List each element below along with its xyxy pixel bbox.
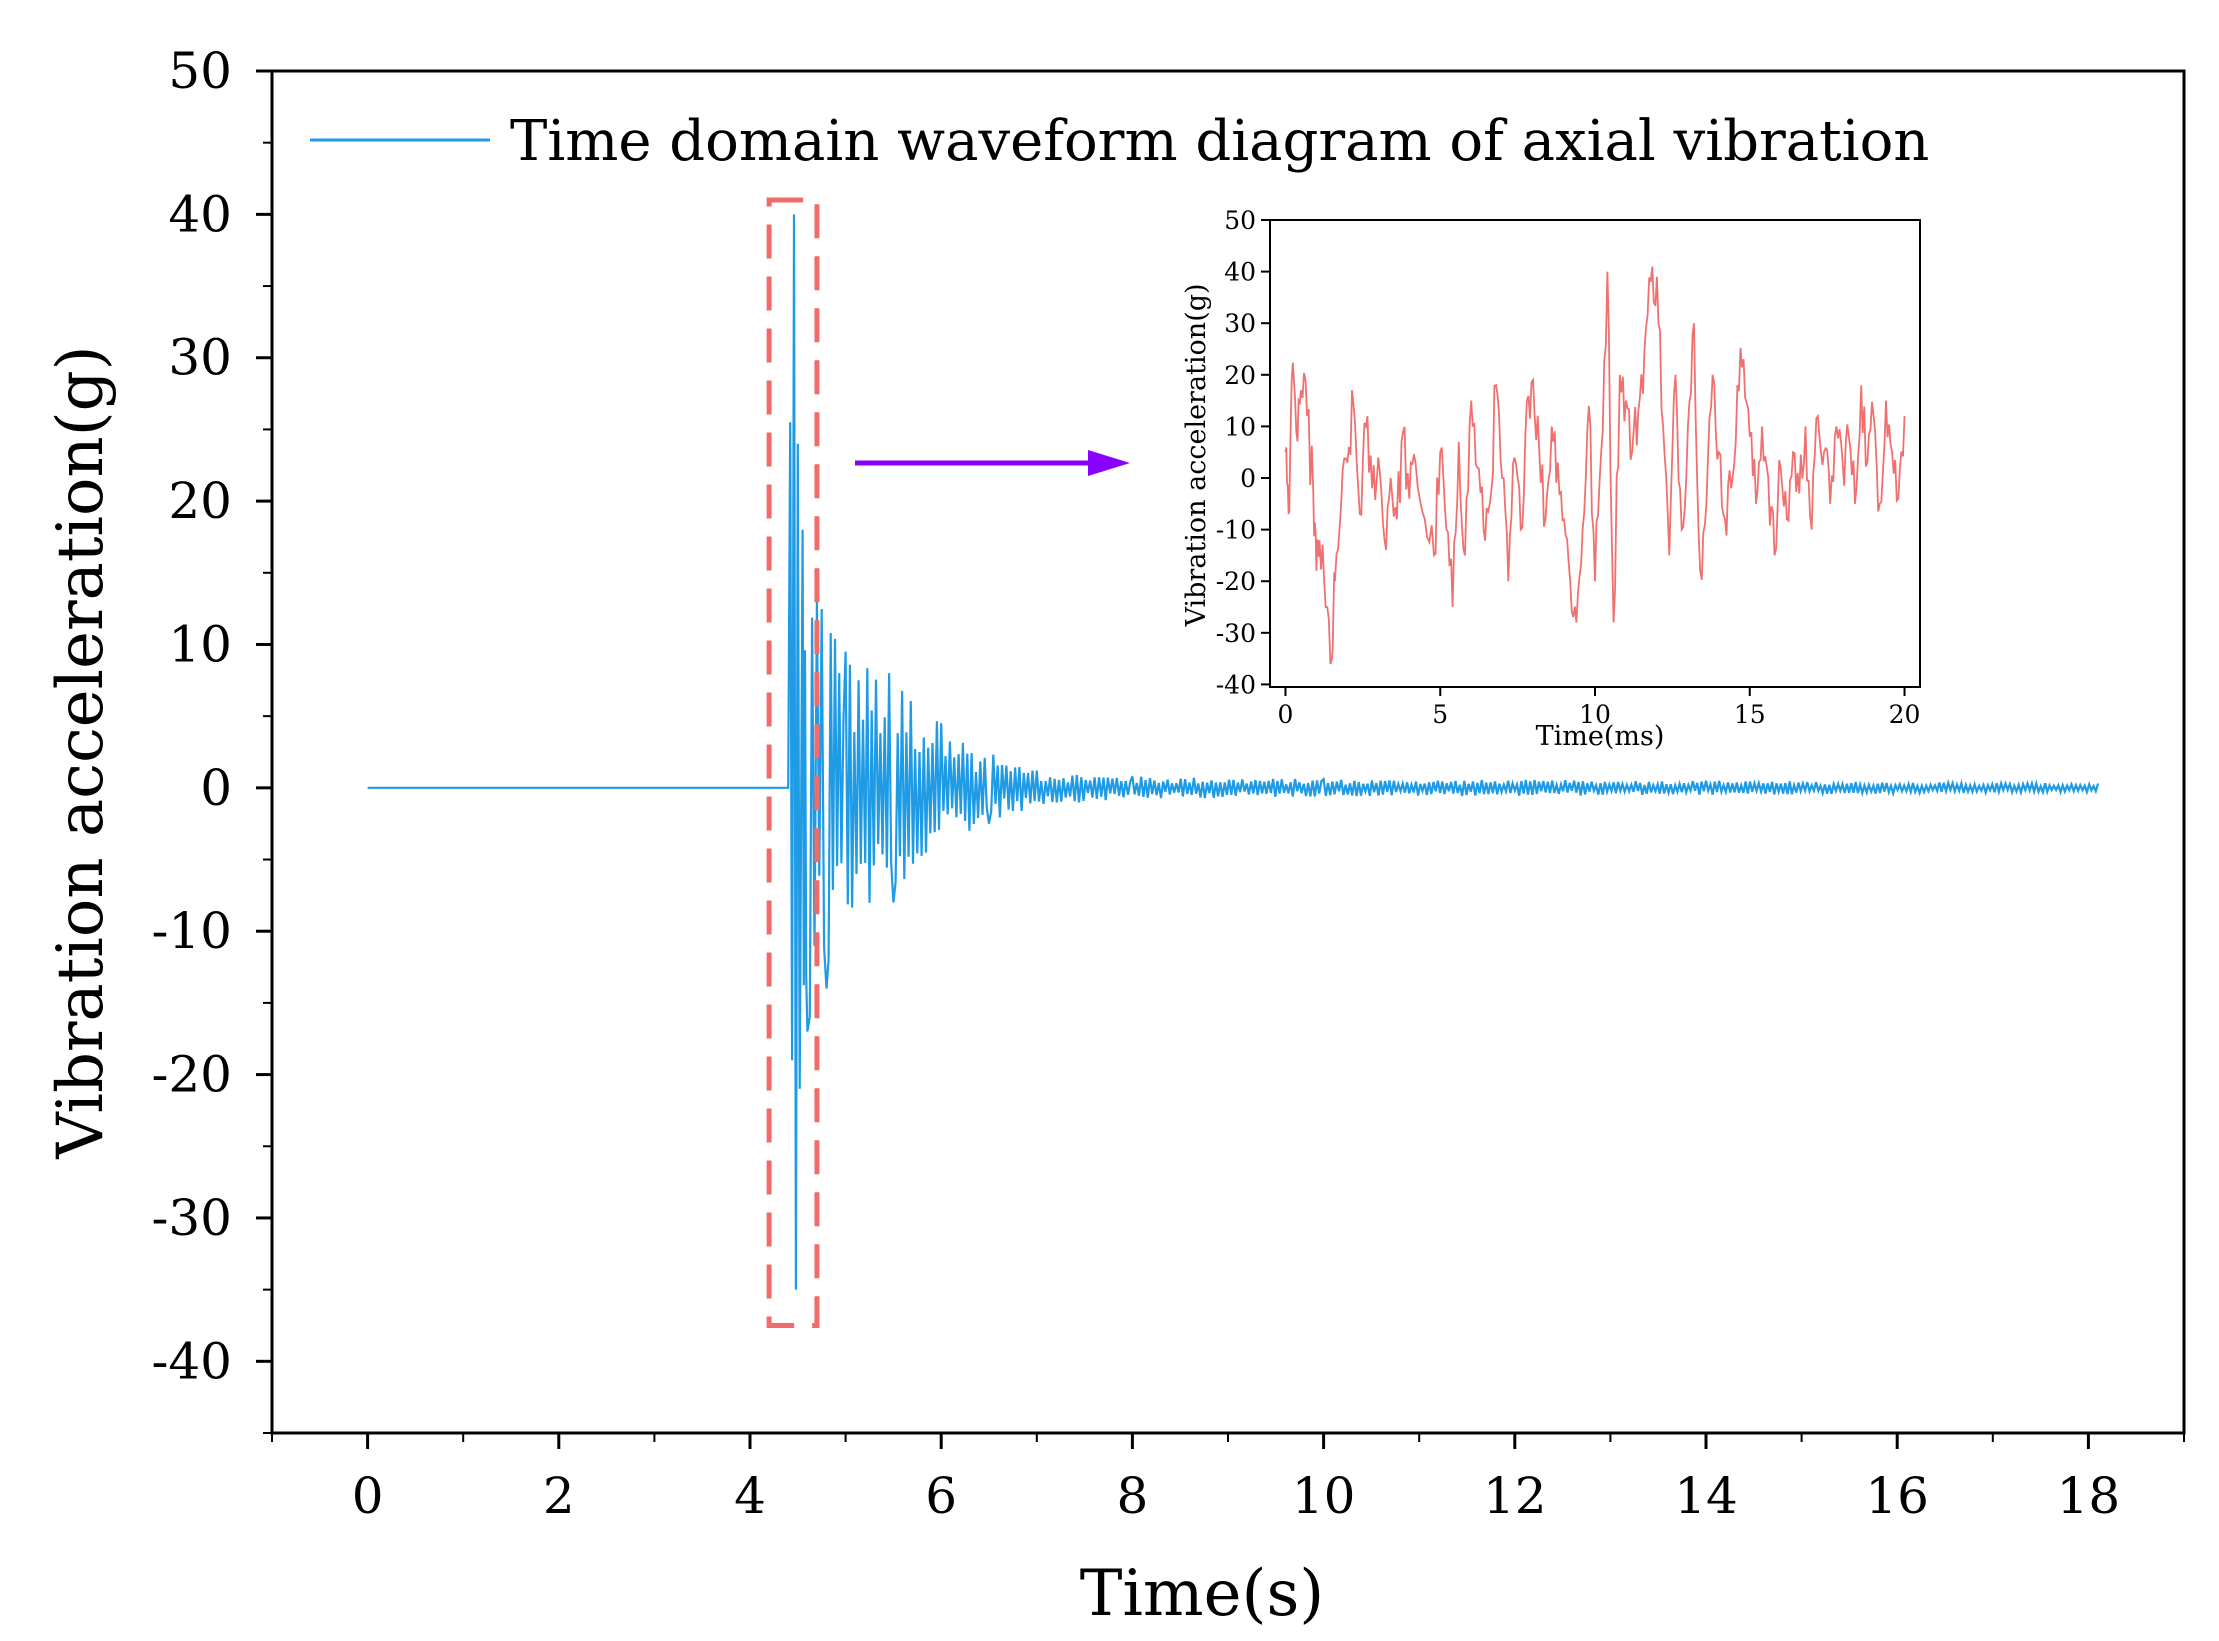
inset-y-tick-label: 0 bbox=[1240, 464, 1256, 493]
main-x-axis-title: Time(s) bbox=[1080, 1557, 1325, 1631]
inset-y-tick-label: -10 bbox=[1216, 516, 1256, 545]
inset-x-tick-label: 5 bbox=[1432, 700, 1448, 729]
inset-y-tick-label: -20 bbox=[1216, 567, 1256, 596]
inset-series-line bbox=[1284, 266, 1906, 665]
main-series-line bbox=[367, 214, 2100, 1290]
main-x-tick-label: 6 bbox=[925, 1467, 957, 1525]
main-x-tick-label: 0 bbox=[352, 1467, 384, 1525]
inset-y-tick-label: -30 bbox=[1216, 619, 1256, 648]
highlight-rect bbox=[766, 197, 820, 1328]
main-series-group bbox=[367, 214, 2100, 1290]
main-y-tick-label: -30 bbox=[151, 1189, 232, 1247]
zoom-arrow-head bbox=[1088, 450, 1130, 476]
inset-y-tick-label: 10 bbox=[1224, 412, 1256, 441]
inset-y-tick-label: 40 bbox=[1224, 258, 1256, 287]
inset-x-tick-label: 15 bbox=[1734, 700, 1766, 729]
inset-plot-frame bbox=[1269, 219, 1921, 688]
main-x-tick-label: 14 bbox=[1674, 1467, 1738, 1525]
main-y-tick-label: -10 bbox=[151, 902, 232, 960]
inset-series-group bbox=[1284, 266, 1906, 665]
inset-axis-ticks: 0 5 10 15 20 -40 -30 -20 -10 0 10 20 30 40 50 bbox=[1216, 206, 1921, 729]
inset-y-tick-label: 50 bbox=[1224, 206, 1256, 235]
inset-y-axis-title: Vibration acceleration(g) bbox=[1181, 283, 1212, 627]
inset-x-axis-title: Time(ms) bbox=[1536, 721, 1665, 752]
inset-y-tick-label: 20 bbox=[1224, 361, 1256, 390]
main-y-tick-label: -20 bbox=[151, 1046, 232, 1104]
legend: Time domain waveform diagram of axial vi… bbox=[310, 109, 1929, 174]
main-x-tick-label: 2 bbox=[543, 1467, 575, 1525]
main-x-tick-label: 12 bbox=[1483, 1467, 1547, 1525]
main-y-tick-label: 50 bbox=[168, 42, 232, 100]
inset-x-tick-label: 0 bbox=[1278, 700, 1294, 729]
main-x-tick-label: 10 bbox=[1292, 1467, 1356, 1525]
inset-x-tick-label: 10 bbox=[1579, 700, 1611, 729]
inset-y-tick-label: 30 bbox=[1224, 309, 1256, 338]
main-x-tick-label: 8 bbox=[1116, 1467, 1148, 1525]
main-y-tick-label: 20 bbox=[168, 472, 232, 530]
main-y-tick-label: 30 bbox=[168, 329, 232, 387]
main-x-tick-label: 16 bbox=[1865, 1467, 1929, 1525]
legend-label: Time domain waveform diagram of axial vi… bbox=[510, 109, 1929, 174]
main-y-axis-title: Vibration acceleration(g) bbox=[44, 345, 118, 1159]
main-y-tick-label: 0 bbox=[200, 759, 232, 817]
main-x-tick-label: 4 bbox=[734, 1467, 766, 1525]
inset-x-tick-label: 20 bbox=[1889, 700, 1921, 729]
main-y-tick-label: 40 bbox=[168, 185, 232, 243]
inset-y-tick-label: -40 bbox=[1216, 670, 1256, 699]
main-y-tick-label: 10 bbox=[168, 615, 232, 673]
highlight-box bbox=[766, 197, 820, 1328]
main-x-tick-label: 18 bbox=[2057, 1467, 2121, 1525]
main-y-tick-label: -40 bbox=[151, 1332, 232, 1390]
zoom-arrow bbox=[855, 450, 1130, 476]
